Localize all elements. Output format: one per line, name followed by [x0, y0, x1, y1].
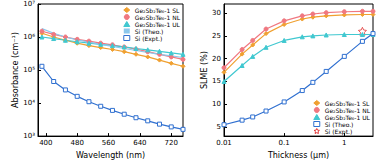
svg-text:SLME (%): SLME (%): [200, 51, 209, 89]
svg-text:10⁵: 10⁵: [23, 66, 35, 74]
svg-text:10⁷: 10⁷: [23, 0, 35, 8]
svg-text:640: 640: [133, 139, 146, 147]
svg-text:Si (Theo.): Si (Theo.): [135, 28, 164, 35]
svg-text:Ge₂Sb₂Te₆-1 SL: Ge₂Sb₂Te₆-1 SL: [135, 7, 180, 14]
svg-text:1: 1: [342, 139, 346, 147]
svg-text:30: 30: [212, 9, 221, 17]
svg-text:Si (Expt.): Si (Expt.): [325, 128, 352, 136]
svg-text:Thickness (μm): Thickness (μm): [267, 151, 329, 160]
svg-text:5: 5: [217, 123, 221, 131]
svg-text:10⁶: 10⁶: [23, 33, 35, 41]
svg-text:10³: 10³: [23, 132, 35, 140]
svg-text:10⁴: 10⁴: [23, 99, 35, 107]
svg-text:Si (Theo.): Si (Theo.): [325, 121, 354, 128]
svg-text:25: 25: [212, 32, 221, 40]
svg-text:10: 10: [212, 100, 221, 108]
svg-text:Ge₂Sb₂Te₆-1 NL: Ge₂Sb₂Te₆-1 NL: [325, 107, 371, 114]
svg-text:0.01: 0.01: [216, 139, 232, 147]
svg-text:Ge₂Sb₂Te₆-1 UL: Ge₂Sb₂Te₆-1 UL: [325, 114, 371, 121]
svg-text:480: 480: [71, 139, 84, 147]
svg-text:Ge₂Sb₂Te₆-1 SL: Ge₂Sb₂Te₆-1 SL: [325, 100, 370, 107]
svg-text:20: 20: [212, 55, 221, 63]
svg-text:0.1: 0.1: [279, 139, 290, 147]
svg-text:Ge₂Sb₂Te₆-1 NL: Ge₂Sb₂Te₆-1 NL: [135, 14, 181, 21]
svg-text:400: 400: [39, 139, 52, 147]
svg-text:Si (Expt.): Si (Expt.): [135, 35, 162, 43]
svg-text:Absorbance (cm⁻¹): Absorbance (cm⁻¹): [11, 32, 20, 108]
svg-text:720: 720: [165, 139, 178, 147]
svg-text:560: 560: [102, 139, 115, 147]
svg-text:15: 15: [212, 77, 221, 85]
svg-text:Ge₂Sb₂Te₆-1 UL: Ge₂Sb₂Te₆-1 UL: [135, 21, 181, 28]
svg-text:Wavelength (nm): Wavelength (nm): [76, 151, 145, 160]
